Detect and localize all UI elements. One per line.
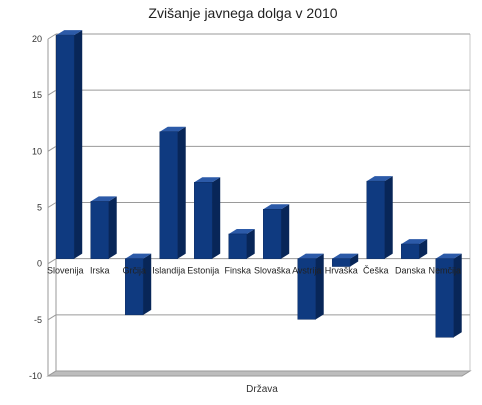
- bar-side: [143, 253, 152, 315]
- bar: [435, 253, 462, 338]
- bar-top: [366, 176, 393, 182]
- y-tick-label: -10: [29, 371, 42, 381]
- bar-top: [228, 228, 255, 234]
- bar-front: [159, 131, 178, 259]
- gridline-depth: [47, 258, 57, 265]
- bar-side: [246, 228, 255, 259]
- category-label: Estonija: [187, 266, 219, 276]
- gridline-depth: [47, 33, 57, 40]
- bar-side: [281, 204, 290, 259]
- y-tick-label: 10: [32, 146, 42, 156]
- bar-top: [194, 177, 221, 183]
- x-axis-title: Država: [246, 384, 278, 395]
- bar-front: [90, 201, 109, 259]
- bar-front: [297, 258, 316, 320]
- grid-layer: [46, 33, 472, 377]
- bar: [90, 196, 117, 259]
- bar: [332, 253, 359, 267]
- bar-front: [194, 182, 213, 259]
- bar-front: [228, 233, 247, 259]
- category-label: Danska: [395, 266, 426, 276]
- y-tick-label: 5: [37, 203, 42, 213]
- gridline-depth: [47, 314, 57, 321]
- bar: [297, 253, 324, 320]
- bar-side: [350, 253, 359, 267]
- y-tick-label: 15: [32, 90, 42, 100]
- y-tick-label: 0: [37, 259, 42, 269]
- category-label: Irska: [90, 266, 110, 276]
- bar-top: [159, 126, 186, 132]
- bar-top: [56, 30, 83, 36]
- chart-floor: [46, 370, 472, 377]
- bar-top: [435, 253, 462, 259]
- bar-top: [401, 239, 428, 245]
- bar: [263, 204, 290, 259]
- bar-top: [90, 196, 117, 202]
- bar: [401, 239, 428, 259]
- bar-front: [435, 258, 454, 338]
- bars-layer: [56, 30, 462, 338]
- bar-side: [74, 30, 83, 259]
- bar: [228, 228, 255, 259]
- category-label: Avstrija: [292, 266, 321, 276]
- bar-front: [332, 258, 351, 267]
- bar-side: [212, 177, 221, 259]
- category-label: Slovenija: [47, 266, 84, 276]
- bar-side: [419, 239, 428, 259]
- y-axis: -10 -5 0 5 10 15 20: [29, 34, 42, 381]
- bar-side: [453, 253, 462, 338]
- bar-front: [263, 208, 282, 259]
- category-label: Hrvaška: [325, 266, 358, 276]
- gridline-depth: [47, 202, 57, 208]
- gridline-depth: [47, 145, 57, 152]
- category-labels: Slovenija Irska Grčija Islandija Estonija Fin…: [47, 266, 461, 276]
- category-label: Slovaška: [254, 266, 291, 276]
- bar: [125, 253, 152, 316]
- category-label: Nemčija: [428, 266, 461, 276]
- bar-side: [177, 126, 186, 259]
- y-tick-label: 20: [32, 34, 42, 44]
- bar: [56, 30, 83, 259]
- category-label: Islandija: [152, 266, 185, 276]
- bar-front: [401, 243, 420, 259]
- bar-front: [125, 258, 144, 316]
- gridline-depth: [47, 89, 57, 96]
- category-label: Grčija: [122, 266, 146, 276]
- bar-top: [297, 253, 324, 259]
- bar-front: [56, 34, 75, 259]
- category-label: Finska: [224, 266, 251, 276]
- y-tick-label: -5: [34, 315, 42, 325]
- category-label: Češka: [363, 266, 389, 276]
- bar-side: [108, 196, 117, 259]
- bar-top: [263, 204, 290, 210]
- bar-side: [384, 176, 393, 259]
- bar: [159, 126, 186, 259]
- bar-top: [125, 253, 152, 259]
- bar-side: [315, 253, 324, 320]
- bar: [194, 177, 221, 259]
- bar: [366, 176, 393, 259]
- bar-top: [332, 253, 359, 259]
- bar-front: [366, 180, 385, 259]
- chart-title: Zvišanje javnega dolga v 2010: [148, 5, 337, 21]
